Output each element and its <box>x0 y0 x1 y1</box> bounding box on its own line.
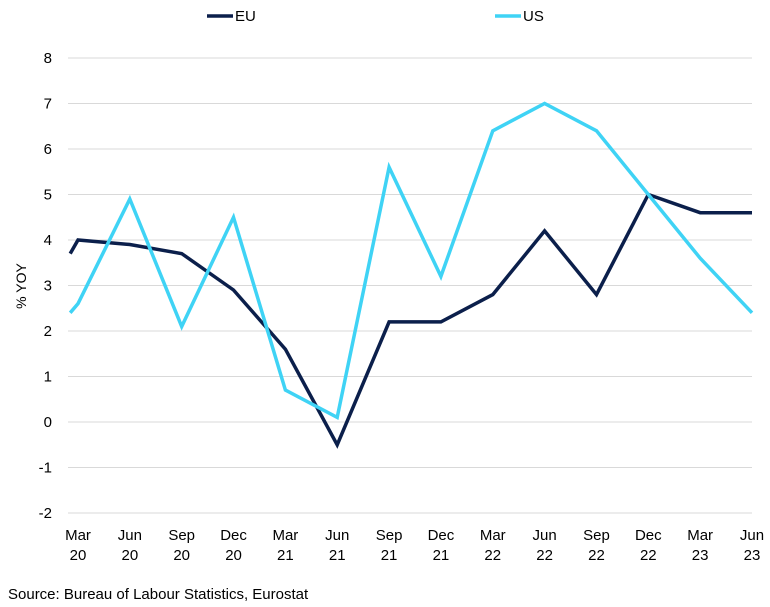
x-tick-label: Dec 20 <box>220 527 247 564</box>
y-tick-labels: -2 -1 0 1 2 3 4 5 6 7 8 <box>39 50 52 522</box>
legend-label-eu: EU <box>235 8 256 25</box>
y-tick-label: -2 <box>39 505 52 522</box>
y-tick-label: 1 <box>44 369 52 386</box>
y-tick-label: 6 <box>44 141 52 158</box>
x-tick-label: Mar 20 <box>65 527 91 564</box>
series-line-eu <box>68 192 752 449</box>
y-tick-label: 0 <box>44 414 52 431</box>
x-tick-label: Dec 21 <box>428 527 455 564</box>
series-lines <box>68 101 754 449</box>
source-note: Source: Bureau of Labour Statistics, Eur… <box>8 586 309 603</box>
x-tick-labels: Mar 20 Jun 20 Sep 20 Dec 20 Mar 21 Jun 21 Sep 21 Dec 21… <box>65 527 764 564</box>
series-line-us <box>68 101 754 421</box>
x-tick-label: Jun 22 <box>533 527 557 564</box>
y-tick-label: 3 <box>44 278 52 295</box>
legend-label-us: US <box>523 8 544 25</box>
x-tick-label: Mar 21 <box>272 527 298 564</box>
gridlines <box>68 57 752 514</box>
y-tick-label: 4 <box>44 232 52 249</box>
x-tick-label: Jun 23 <box>740 527 764 564</box>
x-tick-label: Sep 20 <box>168 527 195 564</box>
y-tick-label: 8 <box>44 50 52 67</box>
x-tick-label: Sep 22 <box>583 527 610 564</box>
x-tick-label: Jun 21 <box>325 527 349 564</box>
x-tick-label: Dec 22 <box>635 527 662 564</box>
x-tick-label: Mar 23 <box>687 527 713 564</box>
x-tick-label: Sep 21 <box>376 527 403 564</box>
y-tick-label: 2 <box>44 323 52 340</box>
y-tick-label: 5 <box>44 187 52 204</box>
y-tick-label: -1 <box>39 460 52 477</box>
x-tick-label: Mar 22 <box>480 527 506 564</box>
inflation-line-chart: -2 -1 0 1 2 3 4 5 6 7 8 Mar 20 Jun 20 Sep 20 Dec 20 Mar 21 J… <box>13 8 764 564</box>
y-tick-label: 7 <box>44 96 52 113</box>
x-tick-label: Jun 20 <box>118 527 142 564</box>
legend: EU US <box>207 8 544 25</box>
y-axis-title: % YOY <box>13 263 29 309</box>
